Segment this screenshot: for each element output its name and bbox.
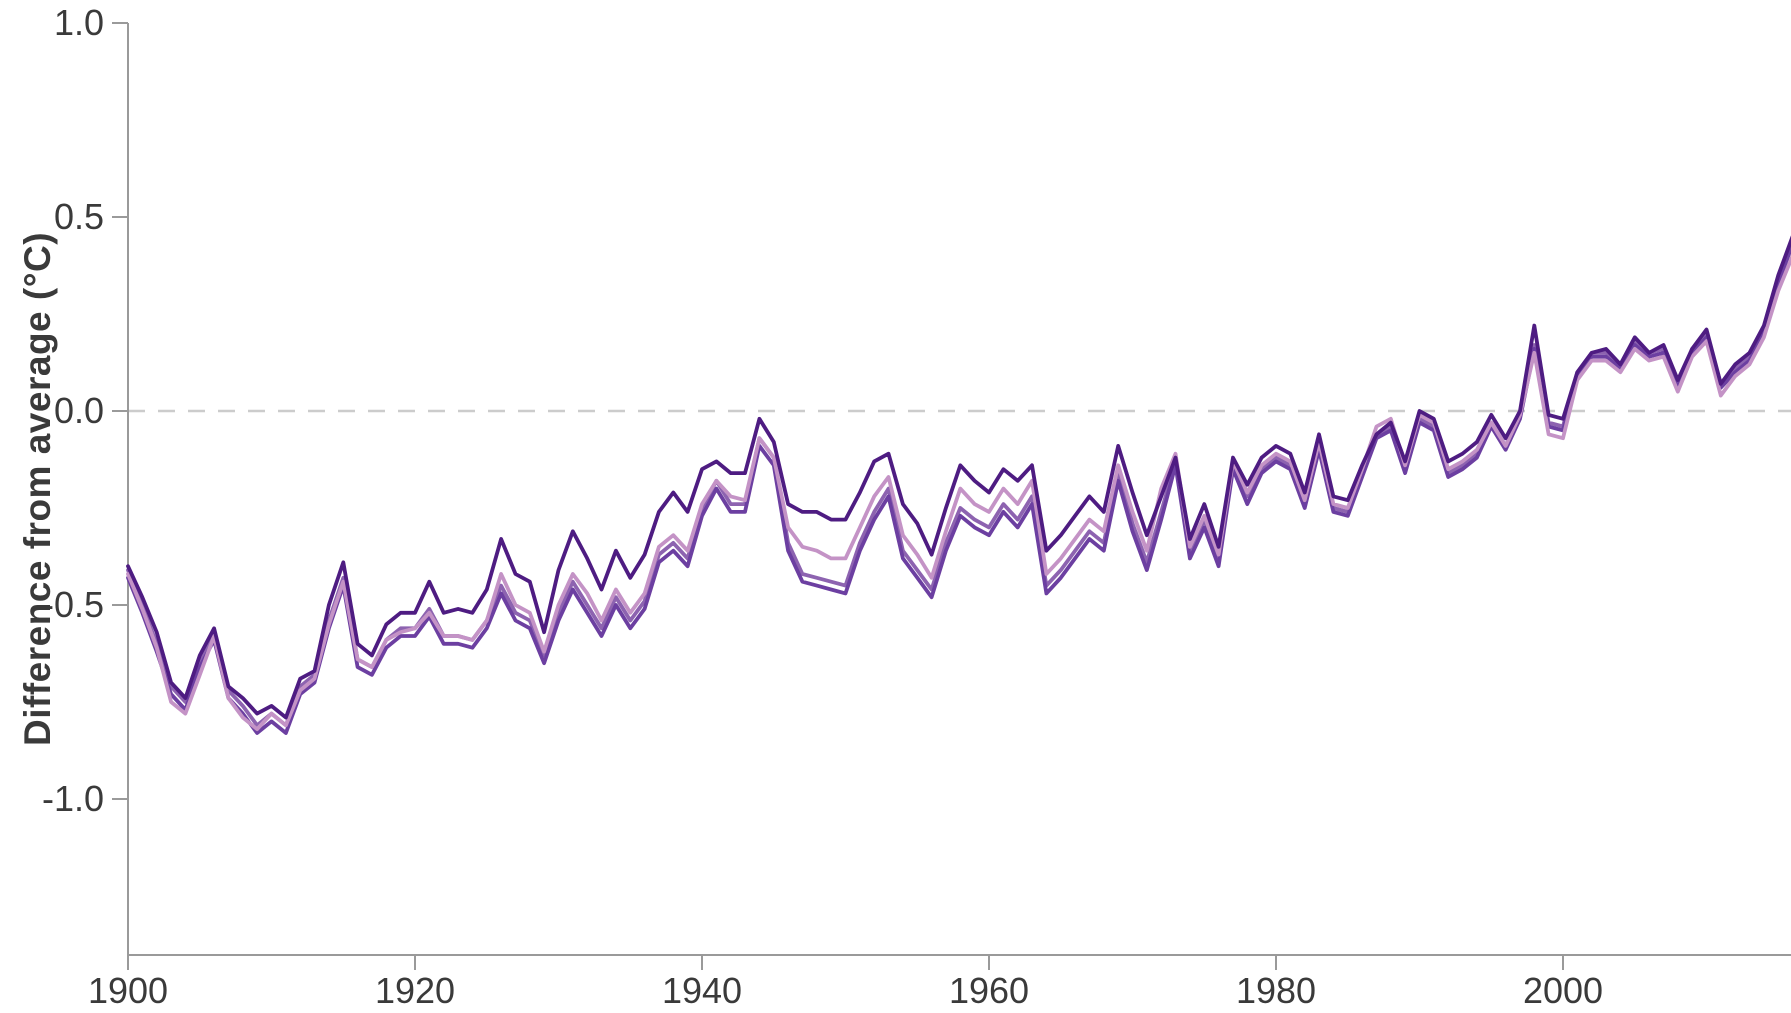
x-tick-label: 1940 (662, 970, 742, 1008)
x-tick-label: 1900 (88, 970, 168, 1008)
x-tick-label: 2000 (1523, 970, 1603, 1008)
y-axis-title: Difference from average (°C) (17, 231, 58, 746)
x-tick-label: 1960 (949, 970, 1029, 1008)
y-tick-label: -0.5 (42, 584, 104, 625)
y-tick-label: -1.0 (42, 778, 104, 819)
series-medium-purple-b (126, 239, 1791, 728)
series-light-orchid (126, 254, 1791, 732)
y-tick-label: 1.0 (54, 2, 104, 43)
series-dark-violet (126, 235, 1791, 720)
y-tick-label: 0.5 (54, 196, 104, 237)
x-tick-label: 1920 (375, 970, 455, 1008)
y-tick-label: 0.0 (54, 390, 104, 431)
x-tick-label: 1980 (1236, 970, 1316, 1008)
